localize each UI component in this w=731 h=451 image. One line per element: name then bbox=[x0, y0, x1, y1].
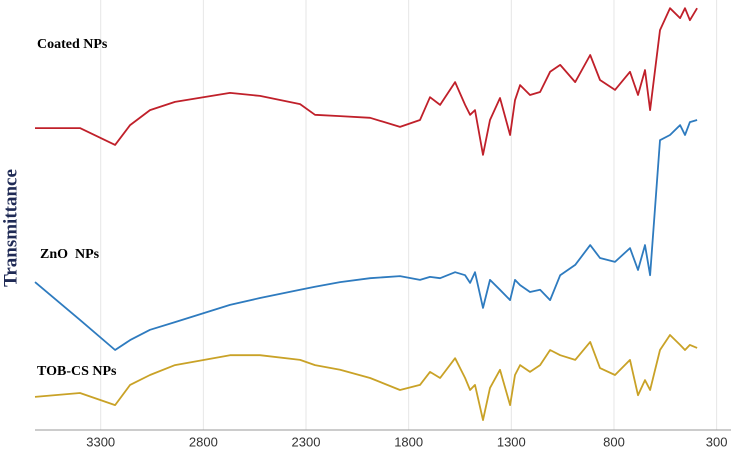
series-line bbox=[34, 119, 698, 351]
x-tick-label: 1300 bbox=[497, 434, 526, 449]
y-axis-label: Transmittance bbox=[0, 169, 21, 287]
x-tick-label: 800 bbox=[603, 434, 625, 449]
series-line bbox=[35, 7, 698, 156]
series-label: ZnO NPs bbox=[40, 247, 100, 262]
x-tick-label: 300 bbox=[706, 434, 728, 449]
x-tick-label: 3300 bbox=[86, 434, 115, 449]
x-tick-label: 2800 bbox=[189, 434, 218, 449]
x-tick-label: 2300 bbox=[292, 434, 321, 449]
x-tick-label: 1800 bbox=[394, 434, 423, 449]
series-label: TOB-CS NPs bbox=[37, 364, 117, 379]
series-line bbox=[34, 334, 698, 421]
series-label: Coated NPs bbox=[37, 37, 108, 52]
